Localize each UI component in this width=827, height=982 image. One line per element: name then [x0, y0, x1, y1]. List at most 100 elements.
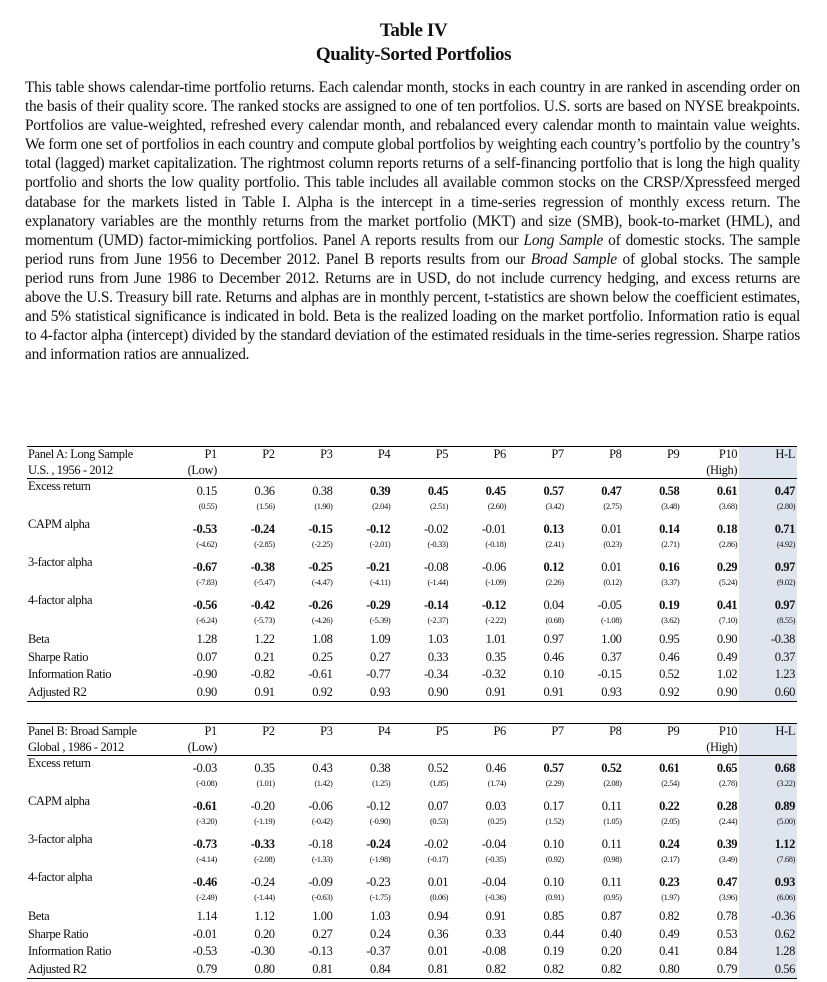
column-label: P7 — [551, 724, 564, 739]
column-note — [218, 739, 277, 756]
stat-cell: -0.30 — [250, 944, 275, 959]
tstat-cell: (-1.33) — [311, 854, 333, 864]
estimate-cell: 0.97 — [739, 593, 797, 615]
tstat-cell: (0.53) — [429, 816, 449, 826]
tstat-cell: (6.06) — [739, 892, 797, 908]
column-label: P10 — [718, 724, 738, 739]
tstat-cell: (-0.90) — [369, 816, 391, 826]
estimate-cell: 0.57 — [543, 761, 564, 775]
tstat-cell: (1.05) — [603, 816, 622, 826]
tstat-cell: (-5.39) — [369, 615, 391, 625]
stat-cell: -0.34 — [424, 667, 449, 682]
column-note — [334, 739, 393, 756]
header-row: U.S. , 1956 - 2012 (Low) (High) — [27, 462, 797, 479]
tstat-cell: (2.60) — [487, 501, 507, 511]
stat-cell: 0.20 — [601, 944, 622, 959]
estimate-cell: -0.73 — [192, 837, 217, 851]
column-note — [623, 462, 682, 479]
estimate-cell: 0.16 — [659, 560, 680, 574]
stat-row: Adjusted R2 0.79 0.80 0.81 0.84 0.81 0.82 0.82 0… — [27, 960, 797, 979]
tstat-cell: (2.29) — [545, 778, 565, 788]
stat-cell: 0.94 — [427, 909, 449, 924]
stat-cell: -0.82 — [250, 667, 275, 682]
stat-cell: -0.53 — [192, 944, 217, 959]
estimate-cell: 0.19 — [659, 598, 680, 612]
estimate-cell: 0.22 — [659, 799, 680, 813]
estimate-cell: 0.11 — [601, 799, 622, 813]
estimate-row: 4-factor alpha -0.56 -0.42 -0.26 -0.29 -0.14 -… — [27, 593, 797, 615]
estimate-cell: 0.58 — [659, 484, 680, 498]
stat-cell: 0.01 — [427, 944, 449, 959]
tstat-cell: (-1.75) — [369, 892, 391, 902]
column-note — [218, 462, 277, 479]
estimate-cell: 0.29 — [716, 560, 738, 574]
description-text: of domestic stocks. The sample period ru… — [25, 231, 801, 268]
tstat-cell: (-5.73) — [254, 615, 275, 625]
row-label-spacer — [27, 892, 161, 908]
row-label: Information Ratio — [28, 667, 112, 682]
stat-cell: 0.27 — [312, 926, 333, 941]
column-label: P8 — [609, 447, 622, 462]
stat-cell: -0.77 — [366, 667, 391, 682]
column-note — [739, 739, 797, 756]
tstat-cell: (3.42) — [545, 501, 565, 511]
estimate-cell: 0.12 — [543, 560, 564, 574]
stat-row: Information Ratio -0.90 -0.82 -0.61 -0.77 -0.… — [27, 666, 797, 684]
tstat-cell: (2.51) — [429, 501, 449, 511]
stat-cell: 1.28 — [196, 632, 218, 647]
estimate-cell: -0.20 — [250, 799, 275, 813]
row-label: Excess return — [28, 479, 91, 493]
tstat-cell: (-1.19) — [254, 816, 275, 826]
stat-cell: 0.60 — [739, 683, 797, 702]
stat-cell: 1.23 — [739, 666, 797, 684]
row-label: CAPM alpha — [28, 794, 90, 808]
tstat-cell: (-0.35) — [485, 854, 506, 864]
estimate-cell: -0.42 — [250, 598, 275, 612]
column-label: P1 — [204, 447, 217, 462]
stat-cell: 0.53 — [716, 926, 738, 941]
row-label: Beta — [28, 632, 50, 647]
estimate-cell: 0.15 — [196, 484, 218, 498]
row-label: Information Ratio — [28, 944, 112, 959]
header-row: Panel A: Long Sample P1 P2 P3 P4 P5 P6 P7 P8 P9 P1… — [27, 446, 797, 463]
column-label: P6 — [493, 724, 507, 739]
tstat-row: (-3.20) (-1.19) (-0.42) (-0.90) (0.53) (0.25)… — [27, 816, 797, 832]
estimate-cell: -0.09 — [308, 875, 333, 889]
row-label: Sharpe Ratio — [28, 926, 89, 941]
estimate-cell: 0.41 — [716, 598, 738, 612]
estimate-cell: 0.04 — [543, 598, 564, 612]
estimate-cell: -0.14 — [424, 598, 449, 612]
stat-cell: 0.80 — [659, 961, 680, 976]
stat-cell: 0.84 — [716, 944, 738, 959]
stat-cell: 0.85 — [543, 909, 564, 924]
tstat-cell: (1.25) — [372, 778, 391, 788]
estimate-cell: 0.61 — [659, 761, 680, 775]
column-label: P3 — [320, 724, 333, 739]
column-note — [392, 739, 451, 756]
estimate-cell: -0.06 — [481, 560, 506, 574]
estimate-cell: -0.15 — [308, 522, 333, 536]
tstat-cell: (0.91) — [545, 892, 565, 902]
tstat-cell: (2.44) — [719, 816, 738, 826]
row-label: 4-factor alpha — [28, 870, 93, 884]
tstat-cell: (2.78) — [719, 778, 738, 788]
stat-cell: 0.90 — [196, 684, 218, 699]
tstat-cell: (-1.44) — [254, 892, 275, 902]
panel-table: Panel B: Broad Sample P1 P2 P3 P4 P5 P6 P7 P8 P9 P… — [27, 723, 797, 979]
tstat-cell: (2.26) — [545, 577, 565, 587]
stat-cell: 1.03 — [370, 909, 391, 924]
stat-cell: 0.27 — [370, 649, 391, 664]
stat-cell: 1.09 — [370, 632, 391, 647]
stat-row: Adjusted R2 0.90 0.91 0.92 0.93 0.90 0.91 0.91 0… — [27, 683, 797, 702]
stat-cell: 0.49 — [659, 926, 680, 941]
estimate-cell: 0.52 — [601, 761, 622, 775]
tstat-row: (-2.49) (-1.44) (-0.63) (-1.75) (0.06) (-0.36… — [27, 892, 797, 908]
tstat-cell: (4.92) — [739, 539, 797, 555]
stat-cell: 0.90 — [716, 684, 738, 699]
description-text: Broad Sample — [530, 250, 617, 268]
estimate-cell: 0.01 — [601, 560, 622, 574]
tstat-cell: (-2.49) — [196, 892, 217, 902]
tstat-cell: (0.55) — [198, 501, 218, 511]
tstat-cell: (1.56) — [256, 501, 276, 511]
